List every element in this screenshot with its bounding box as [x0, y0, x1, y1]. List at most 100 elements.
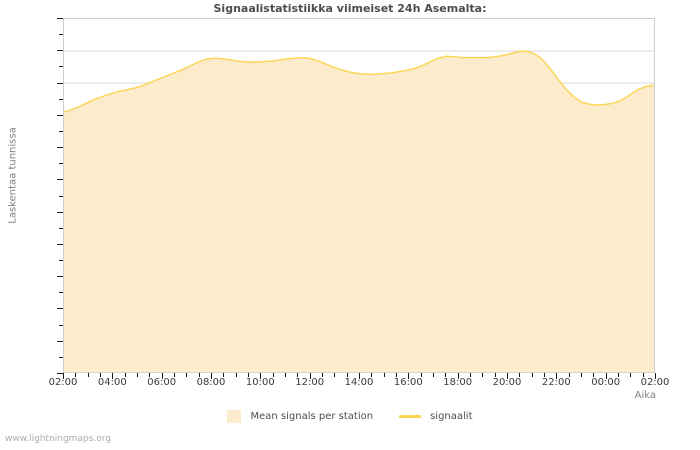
x-axis-minor-tick [223, 373, 225, 377]
area-chart-svg [64, 50, 654, 372]
legend-label: signaalit [430, 411, 473, 422]
x-axis-minor-tick [568, 373, 570, 377]
x-axis-minor-tick [519, 373, 521, 377]
x-axis-minor-tick [322, 373, 323, 377]
x-axis-minor-tick [531, 373, 533, 377]
x-axis-minor-tick [297, 373, 299, 377]
y-axis-minor-tick [59, 34, 63, 36]
x-axis-minor-tick [494, 373, 496, 377]
chart-title: Signaalistatistiikka viimeiset 24h Asema… [213, 2, 487, 15]
y-axis-tick [57, 308, 63, 310]
x-axis-tick [260, 373, 262, 379]
x-axis-minor-tick [642, 373, 644, 377]
y-axis-minor-tick [59, 356, 63, 358]
y-axis-tick [57, 340, 63, 342]
x-axis-tick-label: 22:00 [541, 377, 571, 388]
x-axis-tick [408, 373, 410, 379]
x-axis-minor-tick [581, 373, 582, 377]
y-axis-tick [57, 211, 63, 213]
x-axis-tick [605, 373, 607, 379]
y-axis-tick [57, 179, 63, 181]
x-axis-minor-tick [371, 373, 373, 377]
y-axis-minor-tick [59, 324, 63, 326]
x-axis-tick [112, 373, 114, 379]
x-axis-minor-tick [433, 373, 434, 377]
x-axis-tick [161, 373, 163, 379]
legend-swatch-line-icon [399, 415, 422, 418]
series-line-signaalit [64, 50, 654, 113]
x-axis-tick [457, 373, 459, 379]
y-axis-title: Laskentaa tunnissa [7, 127, 19, 224]
x-axis-minor-tick [285, 373, 286, 377]
x-axis-minor-tick [346, 373, 348, 377]
x-axis-minor-tick [630, 373, 632, 377]
x-axis-minor-tick [100, 373, 101, 377]
x-axis-minor-tick [186, 373, 188, 377]
x-axis-tick-label: 04:00 [97, 377, 127, 388]
x-axis-tick-label: 20:00 [492, 377, 522, 388]
y-axis-minor-tick [59, 292, 63, 294]
x-axis-minor-tick [87, 373, 89, 377]
x-axis-minor-tick [149, 373, 151, 377]
y-axis-tick [57, 18, 63, 19]
x-axis-title: Aika [634, 390, 656, 401]
x-axis-tick-label: 00:00 [591, 377, 621, 388]
x-axis-minor-tick [198, 373, 200, 377]
x-axis-minor-tick [396, 373, 397, 377]
legend-swatch-area-icon [227, 410, 242, 423]
x-axis-tick [655, 373, 656, 379]
y-axis-minor-tick [59, 66, 63, 68]
y-axis-tick [57, 114, 63, 116]
x-axis-minor-tick [593, 373, 595, 377]
y-axis-minor-tick [59, 130, 63, 132]
x-axis-tick-label: 12:00 [295, 377, 325, 388]
watermark-link[interactable]: www.lightningmaps.org [5, 434, 111, 444]
y-axis-tick [57, 82, 63, 84]
x-axis-minor-tick [334, 373, 336, 377]
y-axis-tick [57, 147, 63, 149]
y-axis-minor-tick [59, 163, 63, 165]
chart-legend: Mean signals per station signaalit [0, 410, 700, 423]
x-axis-minor-tick [470, 373, 471, 377]
x-axis-minor-tick [482, 373, 484, 377]
legend-item[interactable]: Mean signals per station [227, 410, 373, 423]
x-axis-tick [556, 373, 558, 379]
y-axis-minor-tick [59, 260, 63, 262]
y-axis-minor-tick [59, 98, 63, 100]
x-axis-tick [359, 373, 360, 379]
x-axis-tick [507, 373, 508, 379]
x-axis-tick-label: 10:00 [245, 377, 275, 388]
x-axis-minor-tick [544, 373, 545, 377]
x-axis-minor-tick [137, 373, 138, 377]
legend-item[interactable]: signaalit [399, 411, 473, 422]
plot-area [63, 18, 655, 373]
x-axis-tick [211, 373, 212, 379]
x-axis-minor-tick [174, 373, 175, 377]
x-axis-tick-label: 14:00 [344, 377, 374, 388]
x-axis-minor-tick [248, 373, 249, 377]
x-axis-tick-label: 08:00 [196, 377, 226, 388]
y-axis-minor-tick [59, 195, 63, 197]
y-axis-tick [57, 276, 63, 278]
x-axis-minor-tick [420, 373, 422, 377]
x-axis-minor-tick [272, 373, 274, 377]
x-axis-tick [309, 373, 311, 379]
y-axis-tick [57, 243, 63, 245]
x-axis-minor-tick [383, 373, 385, 377]
x-axis-minor-tick [618, 373, 619, 377]
x-axis-tick-label: 18:00 [443, 377, 473, 388]
y-axis-tick [57, 373, 63, 374]
x-axis-minor-tick [75, 373, 77, 377]
y-axis-tick [57, 50, 63, 52]
x-axis-minor-tick [124, 373, 126, 377]
x-axis-minor-tick [445, 373, 447, 377]
x-axis-minor-tick [235, 373, 237, 377]
x-axis-tick-label: 02:00 [640, 377, 670, 388]
x-axis-tick-label: 16:00 [393, 377, 423, 388]
series-area-signaalit [64, 51, 654, 372]
y-axis-minor-tick [59, 227, 63, 229]
legend-label: Mean signals per station [250, 411, 374, 422]
x-axis-tick-label: 06:00 [147, 377, 177, 388]
x-axis-tick-label: 02:00 [48, 377, 78, 388]
